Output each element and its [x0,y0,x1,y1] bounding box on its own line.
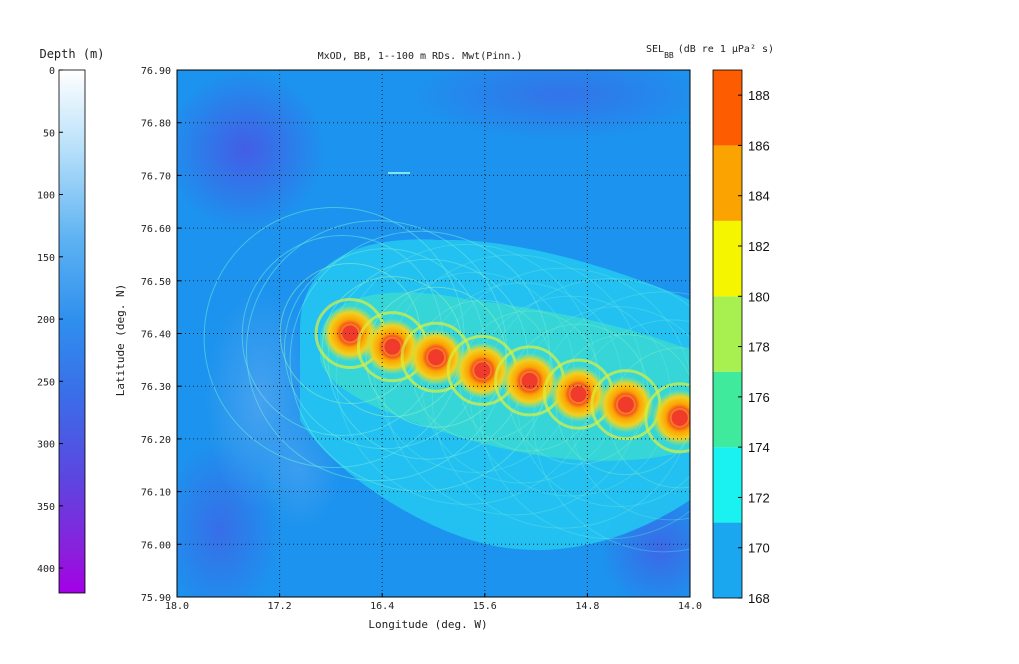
depth-colorbar-gradient [58,69,86,594]
sel-tick-label: 176 [748,390,770,405]
sel-colorbar-band [713,145,742,221]
depth-tick-label: 0 [49,66,55,77]
sel-tick-label: 184 [748,189,770,204]
y-tick-label: 76.10 [141,488,171,499]
propagation-ring [245,220,507,482]
sel-colorbar-band [713,296,742,372]
y-axis-ticks: 75.90 76.00 76.10 76.20 76.30 76.40 76.50 76.60… [141,66,181,604]
source-hotspots [314,298,690,454]
sel-colorbar-bands [713,70,742,598]
x-axis-ticks: 18.0 17.2 16.4 15.6 14.8 14.0 [165,593,702,612]
deep-basin-northwest [177,70,325,230]
source-contour-ring [644,382,690,454]
source-core [519,370,540,391]
chart-title: MxOD, BB, 1--100 m RDs. Mwt(Pinn.) [318,51,523,62]
x-tick-label: 14.8 [575,601,599,612]
depth-colorbar-ticks: 0 50 100 150 200 250 300 350 400 [37,66,63,575]
propagation-ring [289,230,551,492]
sel-tick-label: 170 [748,541,770,556]
x-tick-label: 15.6 [473,601,497,612]
x-tick-label: 18.0 [165,601,189,612]
y-tick-label: 76.40 [141,330,171,341]
propagation-ring [321,276,463,418]
depth-tick-label: 200 [37,315,55,326]
depth-colorbar-label: Depth (m) [39,47,104,61]
sel-label-main: SEL [646,44,664,55]
sel-tick-label: 174 [748,440,770,455]
depth-tick-label: 50 [43,128,55,139]
x-axis-label: Longitude (deg. W) [368,618,487,631]
x-tick-label: 17.2 [268,601,292,612]
source-core [426,347,447,368]
propagation-ring [431,267,690,529]
sel-tick-label: 180 [748,289,770,304]
sel-colorbar-label: SELBB (dB re 1 μPa² s) [646,44,774,60]
y-tick-label: 76.20 [141,435,171,446]
propagation-ring [479,278,690,540]
propagation-ring [517,306,690,508]
y-tick-label: 76.50 [141,277,171,288]
source-core [472,360,493,381]
y-axis-label: Latitude (deg. N) [114,284,127,397]
sel-colorbar: SELBB (dB re 1 μPa² s) 168 170 172 174 176 178… [646,44,774,606]
deep-basin-north [410,70,690,140]
propagation-ring [279,263,421,404]
x-tick-label: 14.0 [678,601,702,612]
sel-tick-label: 172 [748,490,770,505]
depth-tick-label: 250 [37,377,55,388]
y-tick-label: 76.30 [141,382,171,393]
sel-tick-label: 168 [748,591,770,606]
sel-tick-label: 182 [748,239,770,254]
sel-tick-label: 186 [748,138,770,153]
sel-colorbar-band [713,447,742,523]
depth-tick-label: 300 [37,440,55,451]
sel-colorbar-band [713,220,742,297]
source-core [669,407,690,428]
sel-colorbar-band [713,371,742,448]
depth-tick-label: 350 [37,502,55,513]
propagation-ring [533,291,690,553]
sel-colorbar-ticks: 168 170 172 174 176 178 180 182 184 186 188 [738,88,770,606]
sel-label-rest: (dB re 1 μPa² s) [678,44,774,55]
sel-label-sub: BB [664,51,674,60]
source-core [568,384,589,405]
sel-colorbar-band [713,70,742,146]
grid-lines [177,70,690,597]
y-tick-label: 76.90 [141,66,171,77]
propagation-rings [203,207,690,553]
depth-tick-label: 400 [37,564,55,575]
y-tick-label: 76.00 [141,540,171,551]
depth-tick-label: 100 [37,191,55,202]
y-tick-label: 75.90 [141,593,171,604]
sel-map: MxOD, BB, 1--100 m RDs. Mwt(Pinn.) 18.0 1… [114,51,702,631]
map-field [177,70,690,597]
sel-colorbar-frame [712,69,743,599]
y-tick-label: 76.70 [141,171,171,182]
x-tick-label: 16.4 [370,601,394,612]
sel-colorbar-band [713,522,742,598]
source-core [340,323,361,344]
source-core [382,336,403,357]
depth-tick-label: 150 [37,253,55,264]
sel-tick-label: 178 [748,340,770,355]
depth-colorbar: Depth (m) 0 50 100 150 200 250 300 350 400 [37,47,105,594]
y-tick-label: 76.80 [141,119,171,130]
sel-tick-label: 188 [748,88,770,103]
y-tick-label: 76.60 [141,224,171,235]
source-core [615,394,636,415]
